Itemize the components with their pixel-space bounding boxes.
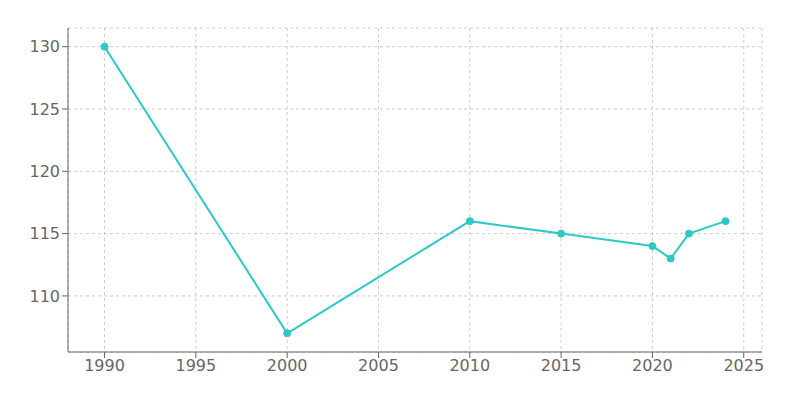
svg-text:125: 125 — [29, 100, 60, 119]
svg-text:2000: 2000 — [267, 356, 308, 375]
svg-text:115: 115 — [29, 224, 60, 243]
svg-text:2020: 2020 — [632, 356, 673, 375]
svg-text:2005: 2005 — [358, 356, 399, 375]
svg-text:2025: 2025 — [723, 356, 764, 375]
svg-text:1995: 1995 — [175, 356, 216, 375]
svg-text:130: 130 — [29, 37, 60, 56]
svg-text:1990: 1990 — [84, 356, 125, 375]
svg-text:2010: 2010 — [449, 356, 490, 375]
svg-text:110: 110 — [29, 287, 60, 306]
svg-text:2015: 2015 — [541, 356, 582, 375]
svg-text:120: 120 — [29, 162, 60, 181]
